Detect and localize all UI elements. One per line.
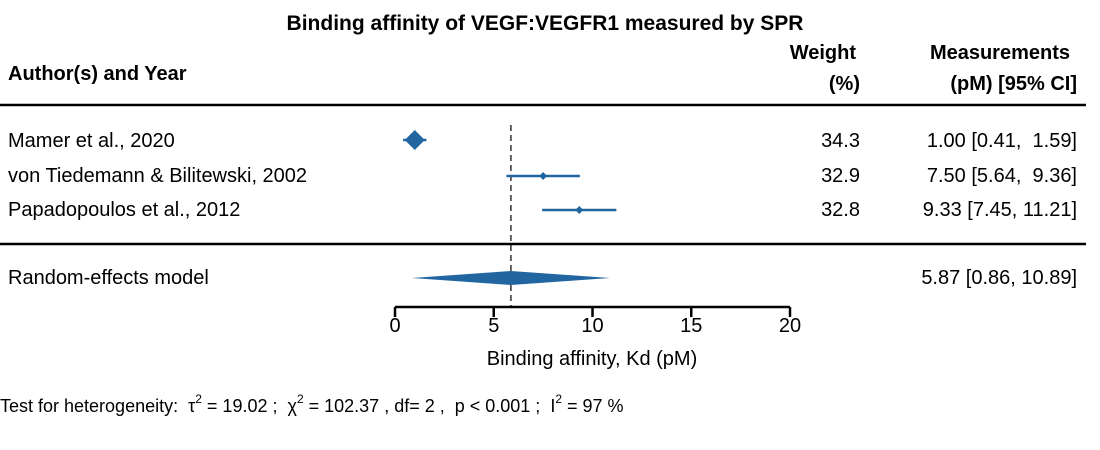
- study-row: von Tiedemann & Bilitewski, 2002 32.9 7.…: [8, 165, 1077, 187]
- estimate-marker: [539, 172, 548, 180]
- weight-column-header-line1: Weight: [790, 42, 857, 64]
- study-row: Mamer et al., 2020 34.3 1.00 [0.41, 1.59…: [8, 130, 1077, 152]
- x-tick-label: 15: [680, 315, 702, 337]
- chart-title: Binding affinity of VEGF:VEGFR1 measured…: [287, 12, 804, 35]
- i-superscript: 2: [555, 392, 562, 406]
- estimate-marker: [575, 206, 584, 214]
- chi-symbol: χ: [287, 396, 297, 416]
- measure-column-header-line2: (pM) [95% CI]: [950, 73, 1077, 95]
- study-weight: 32.9: [821, 165, 860, 187]
- study-row: Papadopoulos et al., 2012 32.8 9.33 [7.4…: [8, 199, 1077, 221]
- x-axis-label: Binding affinity, Kd (pM): [487, 348, 697, 370]
- study-label: Papadopoulos et al., 2012: [8, 199, 240, 221]
- tau2-value: = 19.02 ;: [202, 396, 288, 416]
- weight-column-header-line2: (%): [829, 73, 860, 95]
- study-weight: 32.8: [821, 199, 860, 221]
- tau-superscript: 2: [195, 392, 202, 406]
- pooled-label: Random-effects model: [8, 267, 209, 289]
- heterogeneity-prefix: Test for heterogeneity:: [0, 396, 188, 416]
- tau-symbol: τ: [188, 396, 195, 416]
- estimate-marker: [404, 130, 425, 150]
- heterogeneity-text: Test for heterogeneity: τ2 = 19.02 ; χ2 …: [0, 392, 624, 416]
- measure-column-header-line1: Measurements: [930, 42, 1070, 64]
- x-tick-label: 0: [389, 315, 400, 337]
- study-label: Mamer et al., 2020: [8, 130, 175, 152]
- pooled-diamond: [411, 271, 611, 285]
- x-tick-label: 20: [779, 315, 801, 337]
- study-label: von Tiedemann & Bilitewski, 2002: [8, 165, 307, 187]
- study-estimate-ci: 1.00 [0.41, 1.59]: [927, 130, 1077, 152]
- chi-superscript: 2: [297, 392, 304, 406]
- x-tick-label: 5: [488, 315, 499, 337]
- x-tick-label: 10: [581, 315, 603, 337]
- study-estimate-ci: 7.50 [5.64, 9.36]: [927, 165, 1077, 187]
- chi2-value: = 102.37 , df= 2 , p < 0.001 ;: [304, 396, 551, 416]
- study-weight: 34.3: [821, 130, 860, 152]
- plot-area: 0 5 10 15 20: [389, 125, 801, 337]
- pooled-estimate-ci: 5.87 [0.86, 10.89]: [921, 267, 1077, 289]
- study-estimate-ci: 9.33 [7.45, 11.21]: [923, 199, 1077, 221]
- i2-value: = 97 %: [562, 396, 624, 416]
- study-column-header: Author(s) and Year: [8, 63, 187, 85]
- i-symbol: I: [550, 396, 555, 416]
